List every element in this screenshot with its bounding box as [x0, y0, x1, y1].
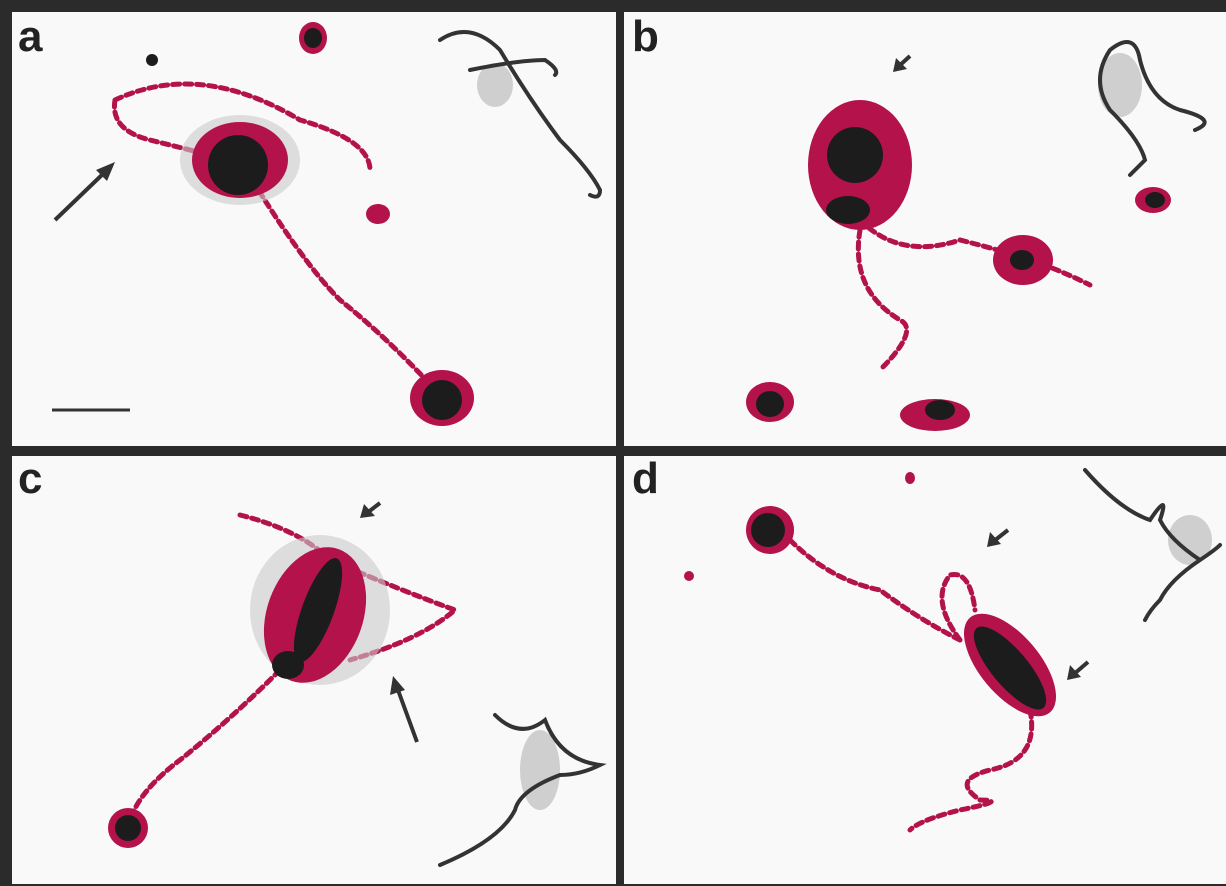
- complex-core: [272, 651, 304, 679]
- complex-core: [1010, 250, 1034, 270]
- page: a b c: [0, 0, 1226, 886]
- panel-d: d: [624, 454, 1226, 884]
- complex-core: [422, 380, 462, 420]
- figure: a b c: [0, 0, 1226, 886]
- panel-label: a: [18, 12, 43, 61]
- panel-c: c: [12, 454, 616, 884]
- panel-label: c: [18, 454, 42, 503]
- panel-b: b: [624, 12, 1226, 446]
- complex-halo: [684, 571, 694, 581]
- panel-label: d: [632, 454, 659, 503]
- complex-core: [827, 127, 883, 183]
- complex-core: [756, 391, 784, 417]
- panel-label: b: [632, 12, 659, 61]
- complex-halo: [366, 204, 390, 224]
- complex-core: [751, 513, 785, 547]
- complex-core: [826, 196, 870, 224]
- complex-core: [304, 28, 322, 48]
- complex-halo: [905, 472, 915, 484]
- complex-core: [115, 815, 141, 841]
- inset-shade: [520, 730, 560, 810]
- complex-core: [925, 400, 955, 420]
- complex-core: [208, 135, 268, 195]
- complex-core: [1145, 192, 1165, 208]
- panel-a: a: [12, 12, 616, 446]
- panel-background: [12, 12, 616, 446]
- complex-core: [146, 54, 158, 66]
